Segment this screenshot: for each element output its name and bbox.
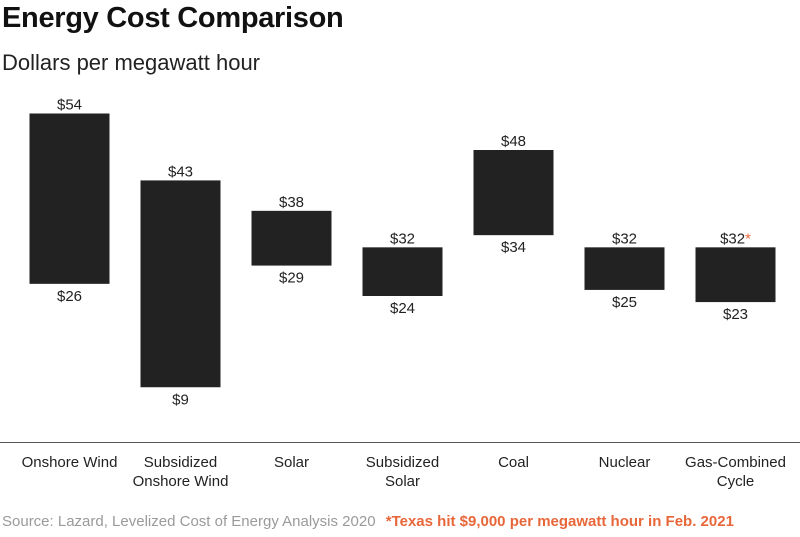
- high-label-2: $38: [279, 194, 304, 211]
- bar-2: [251, 210, 332, 266]
- high-label-5: $32: [612, 230, 637, 247]
- bar-3: [362, 247, 443, 296]
- low-label-6: $23: [723, 306, 748, 323]
- bar-1: [140, 180, 221, 388]
- category-label-3-0: Subsidized: [366, 454, 439, 471]
- footer: Source: Lazard, Levelized Cost of Energy…: [2, 513, 734, 530]
- chart-title: Energy Cost Comparison: [2, 2, 344, 34]
- low-label-2: $29: [279, 270, 304, 287]
- value-labels-layer: $54 $26 $43 $9 $38 $29 $32 $24 $48 $34 $32 $25 $32* $…: [57, 97, 751, 409]
- category-label-3-1: Solar: [385, 473, 420, 490]
- category-label-4-0: Coal: [498, 454, 529, 471]
- bar-4: [473, 150, 554, 236]
- chart-subtitle: Dollars per megawatt hour: [2, 50, 261, 75]
- category-label-1-1: Onshore Wind: [133, 473, 229, 490]
- category-label-6-0: Gas-Combined: [685, 454, 786, 471]
- category-label-5-0: Nuclear: [599, 454, 651, 471]
- category-label-0-0: Onshore Wind: [22, 454, 118, 471]
- low-label-1: $9: [172, 391, 189, 408]
- bar-6: [695, 247, 776, 303]
- high-label-3: $32: [390, 230, 415, 247]
- category-label-6-1: Cycle: [717, 473, 755, 490]
- asterisk-mark: *: [745, 230, 751, 247]
- source-note: Source: Lazard, Levelized Cost of Energy…: [2, 513, 376, 530]
- high-label-6: $32*: [720, 230, 751, 247]
- category-labels-layer: Onshore Wind Subsidized Onshore Wind Solar S…: [22, 454, 786, 490]
- category-label-2-0: Solar: [274, 454, 309, 471]
- high-label-4: $48: [501, 133, 526, 150]
- low-label-3: $24: [390, 300, 415, 317]
- bars-layer: [29, 113, 776, 388]
- low-label-0: $26: [57, 288, 82, 305]
- high-label-0: $54: [57, 97, 82, 114]
- high-label-1: $43: [168, 163, 193, 180]
- bar-5: [584, 247, 665, 290]
- category-label-1-0: Subsidized: [144, 454, 217, 471]
- bar-0: [29, 113, 110, 284]
- low-label-5: $25: [612, 294, 637, 311]
- low-label-4: $34: [501, 239, 526, 256]
- footnote-texas: *Texas hit $9,000 per megawatt hour in F…: [385, 513, 734, 530]
